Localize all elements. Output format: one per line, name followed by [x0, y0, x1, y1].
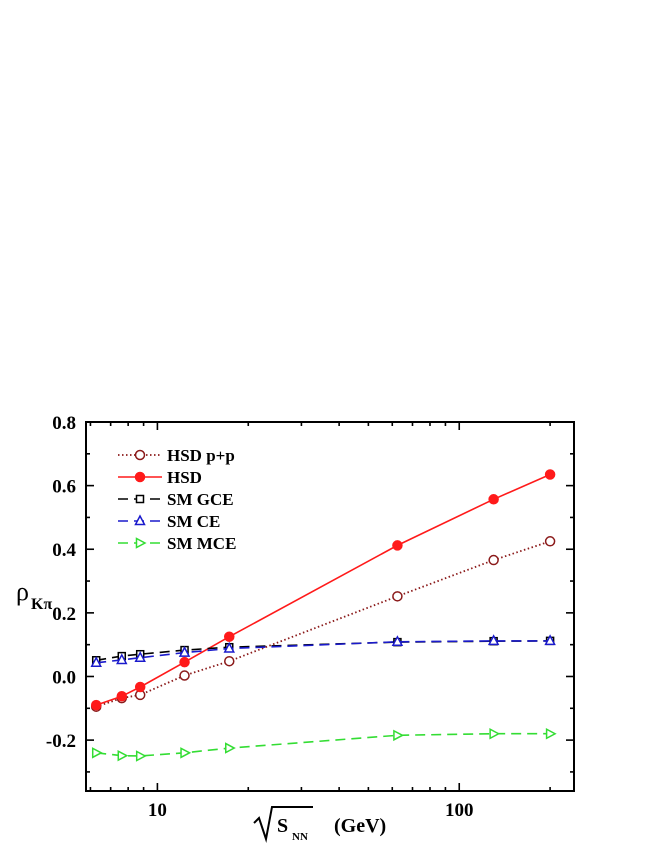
- data-point: [90, 656, 102, 668]
- data-point: [134, 651, 146, 662]
- series-line: [95, 473, 551, 706]
- legend-label: HSD p+p: [167, 446, 235, 465]
- series-line: [95, 540, 551, 708]
- x-tick-label: 100: [445, 800, 474, 821]
- data-point: [116, 690, 128, 702]
- data-point: [545, 727, 557, 740]
- y-axis-label-main: ρ: [16, 577, 29, 606]
- y-axis-label-sub: Kπ: [31, 596, 52, 613]
- series-1: [90, 469, 556, 711]
- legend-marker: [134, 471, 146, 483]
- legend-item: HSD p+p: [118, 446, 235, 465]
- data-point: [488, 494, 499, 505]
- plot-area: [90, 469, 557, 762]
- y-tick-label: 0.8: [52, 413, 76, 434]
- y-tick-label: -0.2: [46, 731, 76, 752]
- data-point: [544, 536, 556, 547]
- legend-label: HSD: [167, 468, 202, 487]
- legend-item: SM MCE: [118, 534, 236, 553]
- data-point: [489, 727, 501, 740]
- x-axis-label-radicand: S: [277, 815, 288, 837]
- data-point: [180, 747, 192, 759]
- data-point: [117, 749, 129, 762]
- data-point: [91, 747, 103, 759]
- data-point: [488, 554, 499, 566]
- y-tick-label: 0.4: [52, 540, 76, 561]
- data-point: [178, 646, 191, 657]
- data-point: [544, 634, 556, 646]
- data-point: [487, 634, 500, 646]
- x-axis-label: S NN (GeV): [253, 806, 386, 843]
- data-point: [135, 750, 147, 762]
- legend-marker: [135, 494, 145, 504]
- legend-label: SM CE: [167, 512, 220, 531]
- data-point: [224, 631, 235, 642]
- data-point: [225, 742, 236, 754]
- data-point: [116, 653, 128, 665]
- x-axis-label-subscript: NN: [292, 831, 308, 843]
- data-point: [391, 635, 404, 647]
- series-0: [90, 536, 556, 712]
- legend-marker: [134, 514, 146, 526]
- data-point: [393, 729, 405, 742]
- legend-label: SM MCE: [167, 534, 236, 553]
- y-axis-label: ρ Kπ: [16, 577, 52, 613]
- legend-marker: [135, 537, 147, 549]
- x-tick-label: 10: [148, 800, 167, 821]
- tick-labels: -0.2 0.0 0.2 0.4 0.6 0.8 10 100: [46, 413, 474, 821]
- series-4: [91, 727, 557, 762]
- legend-label: SM GCE: [167, 490, 234, 509]
- legend-marker: [134, 449, 146, 461]
- data-point: [223, 641, 236, 653]
- legend-item: SM CE: [118, 512, 220, 531]
- sqrt-symbol: [253, 806, 313, 843]
- series-line: [96, 732, 551, 757]
- data-point: [179, 670, 190, 681]
- data-point: [224, 655, 235, 667]
- data-point: [134, 681, 146, 693]
- series-3: [90, 634, 556, 668]
- y-tick-label: 0.6: [52, 477, 76, 498]
- legend-item: SM GCE: [118, 490, 234, 509]
- data-point: [90, 699, 102, 711]
- legend-item: HSD: [118, 468, 202, 487]
- y-tick-label: 0.2: [52, 604, 76, 625]
- plot-frame: [85, 421, 575, 792]
- data-point: [392, 591, 403, 602]
- data-point: [179, 656, 190, 668]
- series-line: [96, 640, 551, 662]
- data-point: [544, 469, 556, 480]
- y-tick-label: 0.0: [52, 667, 76, 688]
- data-point: [392, 540, 403, 551]
- legend: HSD p+p HSD SM GCE SM CE SM MCE: [118, 446, 236, 553]
- x-axis-label-unit: (GeV): [334, 815, 386, 837]
